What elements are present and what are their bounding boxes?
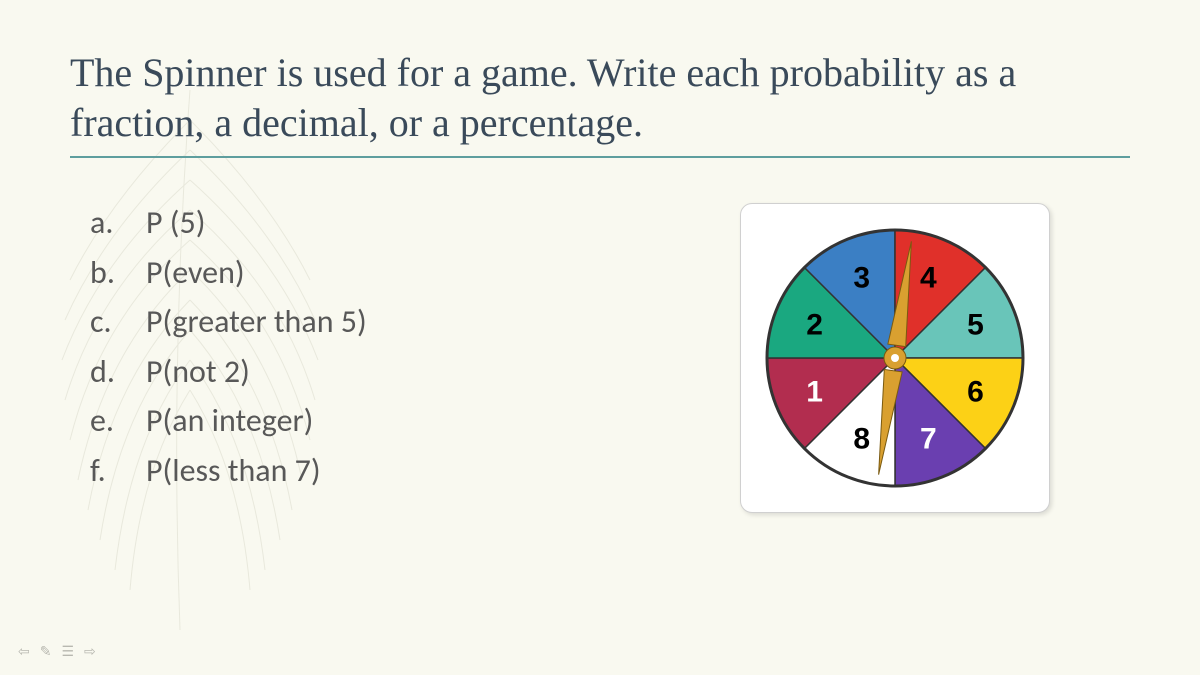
nav-controls: ⇦ ✎ ☰ ⇨ xyxy=(18,644,96,661)
svg-text:5: 5 xyxy=(967,309,984,342)
slide-title: The Spinner is used for a game. Write ea… xyxy=(70,48,1130,148)
svg-text:2: 2 xyxy=(806,309,823,342)
svg-text:8: 8 xyxy=(853,422,870,455)
question-text: P (5) xyxy=(146,198,205,248)
nav-back-icon[interactable]: ⇦ xyxy=(18,644,30,661)
slide-content: The Spinner is used for a game. Write ea… xyxy=(0,0,1200,513)
question-text: P(an integer) xyxy=(146,396,313,446)
content-row: a. P (5) b. P(even) c. P(greater than 5)… xyxy=(70,198,1130,513)
spinner-chart: 1 23 45 67 8 xyxy=(755,218,1035,498)
svg-text:1: 1 xyxy=(806,375,823,408)
svg-text:7: 7 xyxy=(920,422,937,455)
question-item: a. P (5) xyxy=(90,198,610,248)
question-letter: e. xyxy=(90,396,146,446)
svg-text:6: 6 xyxy=(967,375,984,408)
svg-text:3: 3 xyxy=(853,262,870,295)
question-letter: a. xyxy=(90,198,146,248)
question-letter: b. xyxy=(90,248,146,298)
nav-pen-icon[interactable]: ✎ xyxy=(40,644,52,661)
question-item: b. P(even) xyxy=(90,248,610,298)
question-item: f. P(less than 7) xyxy=(90,446,610,496)
title-underline xyxy=(70,156,1130,158)
nav-forward-icon[interactable]: ⇨ xyxy=(84,644,96,661)
question-item: d. P(not 2) xyxy=(90,347,610,397)
question-text: P(not 2) xyxy=(146,347,250,397)
question-item: e. P(an integer) xyxy=(90,396,610,446)
spinner-card: 1 23 45 67 8 xyxy=(740,203,1050,513)
question-letter: c. xyxy=(90,297,146,347)
question-text: P(greater than 5) xyxy=(146,297,367,347)
question-letter: d. xyxy=(90,347,146,397)
question-text: P(less than 7) xyxy=(146,446,321,496)
question-letter: f. xyxy=(90,446,146,496)
svg-text:4: 4 xyxy=(920,262,937,295)
question-item: c. P(greater than 5) xyxy=(90,297,610,347)
question-text: P(even) xyxy=(146,248,245,298)
question-list: a. P (5) b. P(even) c. P(greater than 5)… xyxy=(70,198,610,513)
nav-menu-icon[interactable]: ☰ xyxy=(61,644,74,661)
